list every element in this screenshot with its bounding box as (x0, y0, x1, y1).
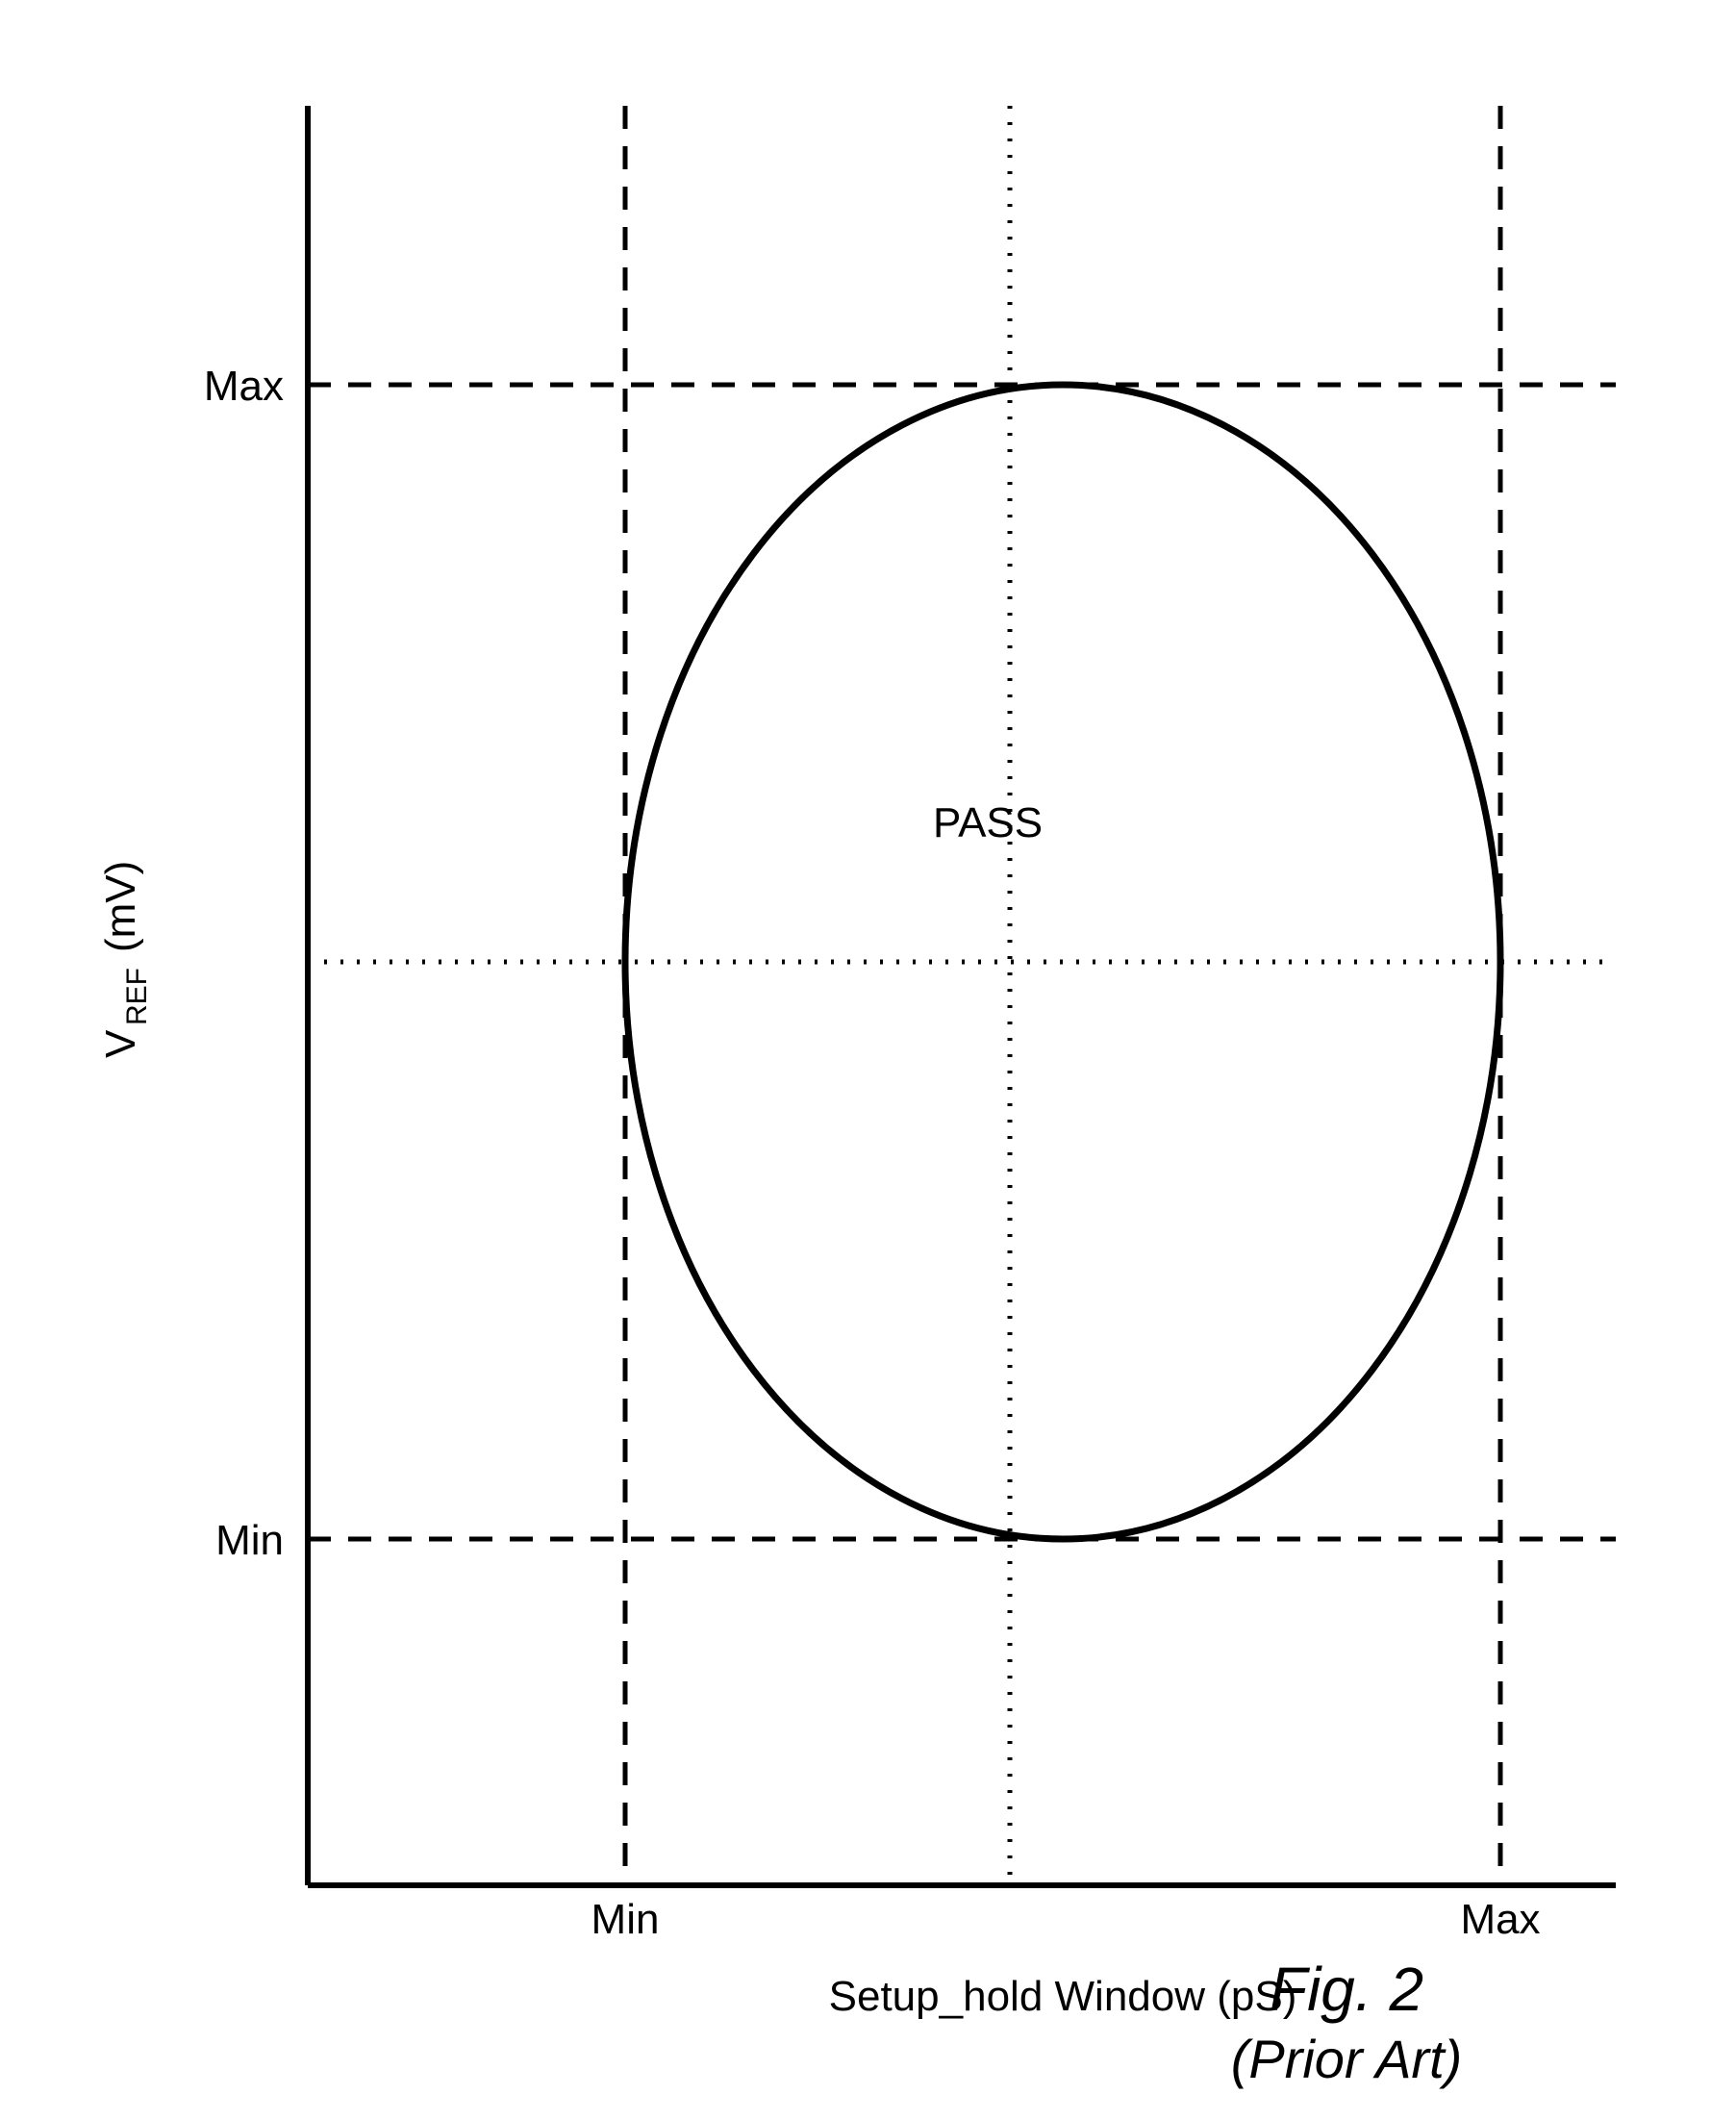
y-tick-min: Min (215, 1517, 284, 1564)
figure-caption-line1: Fig. 2 (1270, 1955, 1423, 2024)
chart-container: Max Min V REF (mV) Min Max Setup_hold Wi… (0, 0, 1736, 2120)
pass-label: PASS (933, 799, 1043, 846)
x-axis-title: Setup_hold Window (pS) (829, 1973, 1297, 2020)
shmoo-plot: Max Min V REF (mV) Min Max Setup_hold Wi… (0, 0, 1736, 2120)
y-tick-max: Max (204, 363, 284, 410)
y-axis-title: V REF (mV) (97, 861, 153, 1058)
x-tick-max: Max (1460, 1896, 1540, 1943)
x-tick-min: Min (591, 1896, 660, 1943)
y-axis-title-sub: REF (121, 968, 153, 1025)
y-axis-title-v: V (97, 1029, 144, 1058)
figure-caption-line2: (Prior Art) (1231, 2029, 1463, 2089)
y-axis-title-unit: (mV) (97, 861, 144, 952)
